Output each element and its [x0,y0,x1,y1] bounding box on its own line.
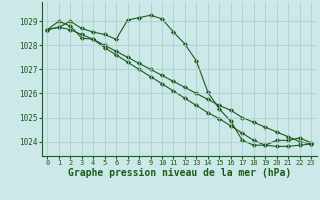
X-axis label: Graphe pression niveau de la mer (hPa): Graphe pression niveau de la mer (hPa) [68,168,291,178]
